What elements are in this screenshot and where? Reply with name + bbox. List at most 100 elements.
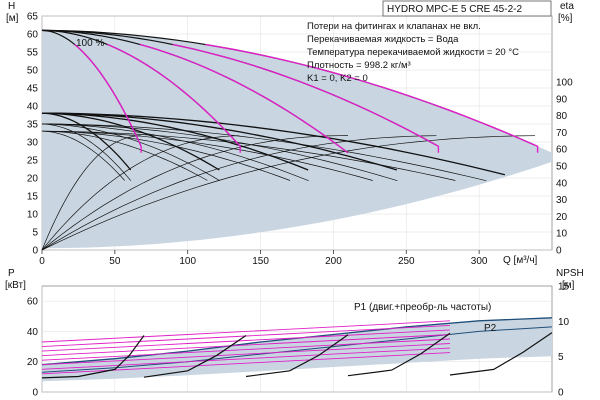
- percent-annotation: 100 %: [76, 38, 104, 49]
- eta-curve-1-pumps: [41, 135, 141, 251]
- y-left-tick-label-2: 10: [27, 210, 39, 221]
- qh-reduced-curve-2-5: [41, 123, 487, 182]
- power-y-right-tick-0: 0: [558, 388, 564, 399]
- y-axis-unit-eta: [%]: [558, 13, 573, 24]
- y-right-tick-label-4: 40: [556, 178, 568, 189]
- power-range-area: [42, 317, 552, 382]
- power-band-4: [41, 338, 451, 361]
- qh-axes: 0 50 100 150 200 250 3000510152025303540455055…: [27, 12, 573, 268]
- x-tick-label-4: 200: [325, 256, 342, 267]
- y-left-tick-label-6: 30: [27, 138, 39, 149]
- power-y-left-tick-1: 20: [27, 357, 39, 368]
- eta-curve-5-pumps: [41, 135, 536, 251]
- qh-reduced-curve-2-3: [41, 123, 309, 182]
- y-axis-unit-npsh: [м]: [562, 280, 575, 291]
- x-tick-label-1: 50: [109, 256, 121, 267]
- npsh-curve-5: [449, 332, 553, 376]
- power-band-6: [41, 329, 451, 352]
- qh-reduced-curve-3-3: [41, 130, 291, 181]
- y-left-tick-label-4: 20: [27, 174, 39, 185]
- qh-panel: 0 50 100 150 200 250 3000510152025303540455055…: [6, 0, 574, 268]
- power-y-left-tick-2: 40: [27, 327, 39, 338]
- power-curves: [41, 317, 553, 379]
- eta-curve-4-pumps: [41, 135, 437, 251]
- y-right-tick-label-2: 20: [556, 212, 568, 223]
- x-axis-label-q: Q [м³/ч]: [503, 255, 538, 266]
- power-axes: 0 20 40 60 0 5 10 15: [27, 282, 570, 399]
- y-left-tick-label-9: 45: [27, 84, 39, 95]
- qh-reduced-curve-1-2: [41, 112, 220, 171]
- eta-curve-2-pumps: [41, 135, 240, 251]
- power-band-3: [41, 343, 451, 366]
- efficiency-curve-1: [74, 43, 142, 153]
- y-axis-label-p: P: [8, 268, 15, 279]
- y-right-tick-label-0: 0: [556, 246, 562, 257]
- y-axis-label-eta: eta: [560, 1, 574, 12]
- npsh-curve-2: [143, 335, 247, 378]
- y-left-tick-label-8: 40: [27, 102, 39, 113]
- power-band-8: [41, 320, 451, 343]
- y-left-tick-label-0: 0: [32, 246, 38, 257]
- legend-p2: P2: [484, 323, 497, 334]
- efficiency-curve-3: [139, 43, 349, 154]
- note-line-2: Перекачиваемая жидкость = Вода: [307, 34, 459, 45]
- y-right-tick-label-10: 100: [556, 78, 573, 89]
- operating-range-area: [42, 30, 552, 249]
- power-y-right-tick-3: 15: [558, 282, 570, 293]
- power-y-right-tick-2: 10: [558, 317, 570, 328]
- power-y-left-tick-0: 0: [32, 388, 38, 399]
- note-line-5: K1 = 0, K2 = 0: [307, 73, 368, 84]
- x-tick-label-0: 0: [39, 256, 45, 267]
- npsh-curve-3: [245, 334, 349, 378]
- note-line-1: Потери на фитингах и клапанах не вкл.: [307, 21, 481, 32]
- npsh-curve-1: [41, 335, 145, 379]
- power-y-right-tick-1: 5: [558, 352, 564, 363]
- y-right-tick-label-9: 90: [556, 94, 568, 105]
- power-npsh-panel: 0 20 40 60 0 5 10 15 P [кВт] NPSH [м] P1 (двиг.…: [5, 268, 584, 399]
- y-left-tick-label-1: 5: [32, 228, 38, 239]
- x-tick-label-3: 150: [252, 256, 269, 267]
- y-right-tick-label-8: 80: [556, 111, 568, 122]
- efficiency-curve-4: [172, 43, 440, 153]
- y-left-tick-label-7: 35: [27, 120, 39, 131]
- power-band-5: [41, 334, 451, 357]
- p2-curve: [41, 326, 553, 373]
- x-tick-label-6: 300: [471, 256, 488, 267]
- y-right-tick-label-7: 70: [556, 128, 568, 139]
- x-tick-label-5: 250: [398, 256, 415, 267]
- efficiency-curve-2: [107, 43, 241, 153]
- y-left-tick-label-12: 60: [27, 30, 39, 41]
- qh-reduced-curve-3-4: [41, 130, 373, 181]
- qh-reduced-curve-1-3: [41, 112, 309, 171]
- y-right-tick-label-1: 10: [556, 229, 568, 240]
- qh-reduced-curve-3-5: [41, 130, 456, 181]
- y-left-tick-label-3: 15: [27, 192, 39, 203]
- qh-reduced-curve-2-4: [41, 123, 398, 182]
- power-y-left-tick-3: 60: [27, 297, 39, 308]
- qh-reduced-curve-3-1: [41, 130, 125, 181]
- y-axis-label-npsh: NPSH: [556, 268, 584, 279]
- y-axis-unit-h: [м]: [6, 13, 19, 24]
- legend-p1: P1 (двиг.+преобр-ль частоты): [354, 301, 491, 313]
- eta-curve-3-pumps: [41, 135, 349, 251]
- y-right-tick-label-3: 30: [556, 195, 568, 206]
- x-tick-label-2: 100: [179, 256, 196, 267]
- y-right-tick-label-6: 60: [556, 145, 568, 156]
- title-box: [382, 0, 552, 17]
- note-line-4: Плотность = 998.2 кг/м³: [307, 60, 411, 71]
- npsh-curve-4: [347, 332, 451, 377]
- qh-reduced-curve-2-2: [41, 123, 220, 182]
- qh-reduced-curve-1-5: [41, 112, 506, 176]
- power-band-2: [41, 347, 451, 370]
- y-left-tick-label-11: 55: [27, 48, 39, 59]
- qh-reduced-curve-1-1: [41, 112, 132, 171]
- y-left-tick-label-13: 65: [27, 12, 39, 23]
- y-axis-unit-p: [кВт]: [5, 280, 26, 291]
- y-left-tick-label-5: 25: [27, 156, 39, 167]
- y-axis-label-h: H: [8, 1, 15, 12]
- efficiency-curves: [74, 43, 539, 154]
- qh-reduced-curve-2-1: [41, 123, 132, 181]
- y-right-tick-label-5: 50: [556, 162, 568, 173]
- y-left-tick-label-10: 50: [27, 66, 39, 77]
